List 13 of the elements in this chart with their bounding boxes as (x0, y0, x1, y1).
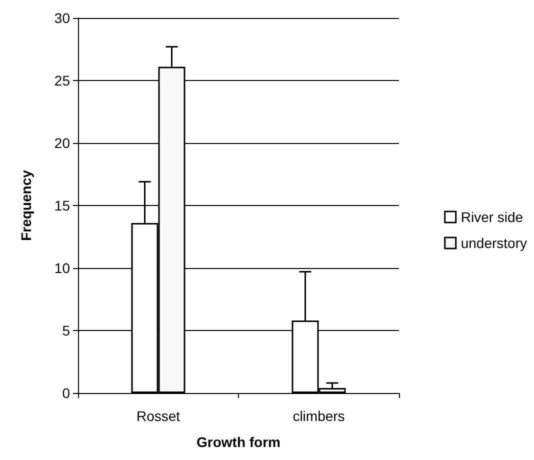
y-tick-label: 25 (54, 72, 70, 88)
y-tick-label: 15 (54, 198, 70, 214)
x-tick-label: Rosset (136, 408, 180, 424)
legend-label: understory (460, 235, 528, 251)
x-axis-title: Growth form (196, 434, 280, 450)
y-tick-label: 20 (54, 135, 70, 151)
y-tick-label: 5 (62, 322, 70, 338)
y-tick-label: 0 (62, 385, 70, 401)
legend-label: River side (460, 209, 524, 225)
x-tick-label: climbers (292, 408, 345, 424)
y-tick-label: 30 (54, 10, 70, 26)
y-axis-title: Frequency (18, 170, 34, 241)
y-tick-label: 10 (54, 260, 70, 276)
